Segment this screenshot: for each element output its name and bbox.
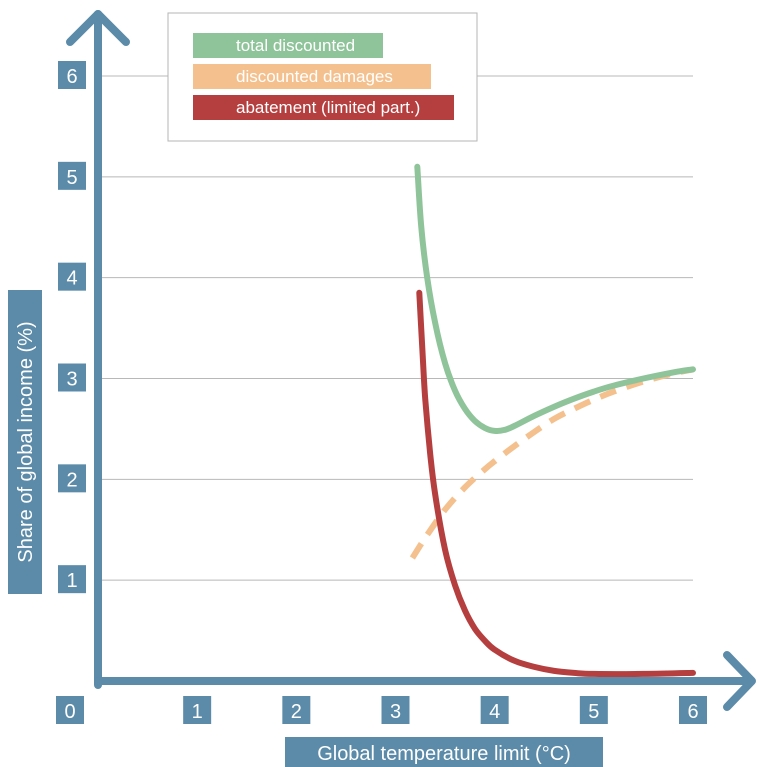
y-tick-6: 6	[58, 61, 86, 89]
x-tick-label: 4	[489, 701, 500, 723]
y-tick-box	[58, 363, 86, 392]
x-tick-label: 5	[588, 701, 599, 723]
legend-label-discounted-damages: discounted damages	[236, 67, 393, 86]
series-line-abatement-limited-part	[416, 289, 696, 678]
y-tick-label: 3	[66, 369, 77, 391]
y-tick-label: 6	[66, 66, 77, 88]
y-tick-label: 2	[66, 469, 77, 491]
legend: total discounted discounted damages abat…	[167, 12, 478, 142]
legend-swatch-discounted-damages	[193, 64, 431, 89]
y-tick-box	[58, 262, 86, 291]
y-tick-1: 1	[58, 565, 86, 594]
x-tick-3: 3	[381, 696, 410, 724]
x-tick-label: 6	[687, 701, 698, 723]
x-tick-label: 1	[192, 701, 203, 723]
x-tick-1: 1	[183, 696, 212, 724]
gridlines	[98, 75, 693, 581]
x-tick-label: 2	[291, 701, 302, 723]
x-axis-label: Global temperature limit (°C)	[317, 743, 571, 765]
x-tick-box	[56, 696, 84, 724]
x-axis-arrow-icon	[723, 651, 756, 711]
legend-swatch-total-discounted	[193, 33, 383, 58]
x-tick-box	[381, 696, 410, 724]
y-tick-box	[58, 464, 86, 493]
series-line-discounted-damages	[409, 366, 694, 560]
y-axis-label: Share of global income (%)	[15, 321, 37, 562]
series-line-total-discounted	[414, 163, 696, 435]
y-axis-title: Share of global income (%)	[8, 290, 42, 594]
x-tick-box	[679, 696, 707, 724]
x-axis-title: Global temperature limit (°C)	[285, 737, 603, 767]
y-axis-title-box	[8, 290, 42, 594]
y-tick-box	[58, 61, 86, 89]
axes	[66, 10, 756, 711]
x-tick-6: 6	[679, 696, 707, 724]
x-tick-label: 3	[390, 701, 401, 723]
x-tick-box	[480, 696, 509, 724]
y-tick-label: 1	[66, 570, 77, 592]
y-axis-arrow-icon	[66, 10, 130, 46]
x-tick-label: 0	[64, 701, 75, 723]
x-tick-0: 0	[56, 696, 84, 724]
y-tick-box	[58, 161, 86, 190]
y-tick-label: 5	[66, 167, 77, 189]
y-tick-5: 5	[58, 161, 86, 190]
y-tick-label: 4	[66, 268, 77, 290]
y-tick-4: 4	[58, 262, 86, 291]
x-tick-box	[183, 696, 212, 724]
x-tick-box	[282, 696, 311, 724]
y-tick-box	[58, 565, 86, 594]
x-axis-title-box	[285, 737, 603, 767]
legend-label-abatement: abatement (limited part.)	[236, 98, 420, 117]
x-tick-4: 4	[480, 696, 509, 724]
legend-label-total-discounted: total discounted	[236, 36, 355, 55]
ticks: 1 2 3 4 5 6 0 1 2 3 4 5 6	[56, 61, 707, 724]
y-tick-2: 2	[58, 464, 86, 493]
y-tick-3: 3	[58, 363, 86, 392]
x-tick-5: 5	[579, 696, 608, 724]
legend-swatch-abatement	[193, 95, 454, 120]
x-tick-box	[579, 696, 608, 724]
x-tick-2: 2	[282, 696, 311, 724]
plot-area	[409, 163, 696, 678]
